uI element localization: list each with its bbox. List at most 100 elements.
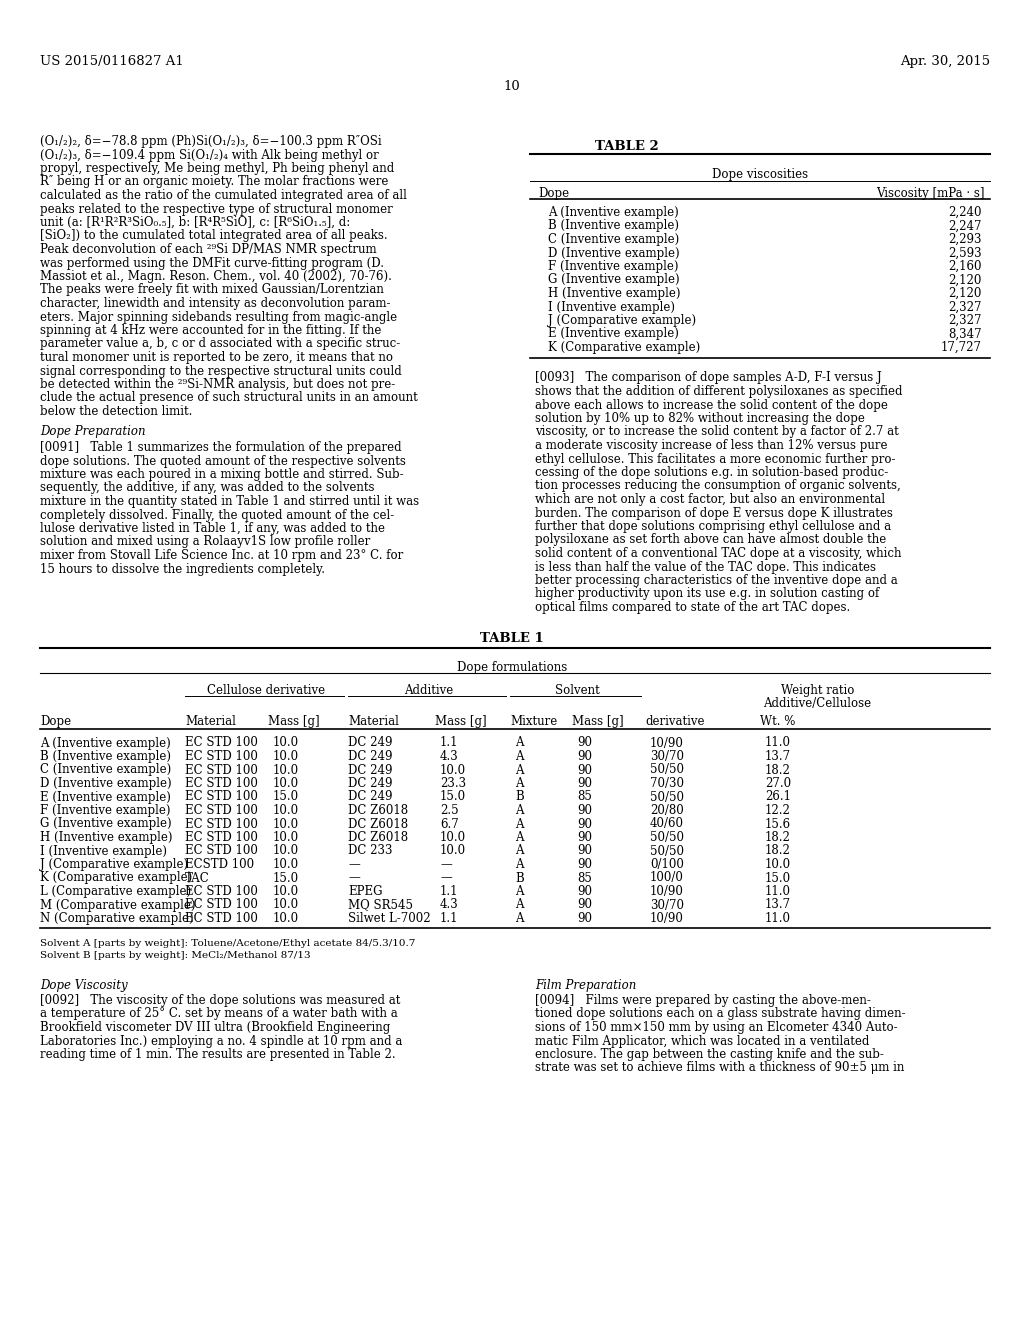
- Text: Material: Material: [348, 715, 399, 729]
- Text: 2.5: 2.5: [440, 804, 459, 817]
- Text: below the detection limit.: below the detection limit.: [40, 405, 193, 418]
- Text: J (Comparative example): J (Comparative example): [40, 858, 188, 871]
- Text: EC STD 100: EC STD 100: [185, 737, 258, 750]
- Text: 90: 90: [577, 899, 592, 912]
- Text: a moderate viscosity increase of less than 12% versus pure: a moderate viscosity increase of less th…: [535, 440, 888, 451]
- Text: Viscosity [mPa · s]: Viscosity [mPa · s]: [877, 186, 985, 199]
- Text: 6.7: 6.7: [440, 817, 459, 830]
- Text: 10/90: 10/90: [650, 912, 684, 925]
- Text: B: B: [515, 791, 523, 804]
- Text: above each allows to increase the solid content of the dope: above each allows to increase the solid …: [535, 399, 888, 412]
- Text: E (Inventive example): E (Inventive example): [40, 791, 171, 804]
- Text: 90: 90: [577, 912, 592, 925]
- Text: Mass [g]: Mass [g]: [268, 715, 319, 729]
- Text: —: —: [348, 858, 359, 871]
- Text: character, linewidth and intensity as deconvolution param-: character, linewidth and intensity as de…: [40, 297, 390, 310]
- Text: K (Comparative example): K (Comparative example): [40, 871, 193, 884]
- Text: a temperature of 25° C. set by means of a water bath with a: a temperature of 25° C. set by means of …: [40, 1007, 397, 1020]
- Text: 11.0: 11.0: [765, 912, 791, 925]
- Text: ECSTD 100: ECSTD 100: [185, 858, 254, 871]
- Text: tural monomer unit is reported to be zero, it means that no: tural monomer unit is reported to be zer…: [40, 351, 393, 364]
- Text: A: A: [515, 804, 523, 817]
- Text: sions of 150 mm×150 mm by using an Elcometer 4340 Auto-: sions of 150 mm×150 mm by using an Elcom…: [535, 1020, 898, 1034]
- Text: A (Inventive example): A (Inventive example): [548, 206, 679, 219]
- Text: 15.0: 15.0: [440, 791, 466, 804]
- Text: Peak deconvolution of each ²⁹Si DP/MAS NMR spectrum: Peak deconvolution of each ²⁹Si DP/MAS N…: [40, 243, 377, 256]
- Text: 2,593: 2,593: [948, 247, 982, 260]
- Text: 70/30: 70/30: [650, 777, 684, 789]
- Text: solution by 10% up to 82% without increasing the dope: solution by 10% up to 82% without increa…: [535, 412, 865, 425]
- Text: 10.0: 10.0: [273, 858, 299, 871]
- Text: optical films compared to state of the art TAC dopes.: optical films compared to state of the a…: [535, 601, 850, 614]
- Text: dope solutions. The quoted amount of the respective solvents: dope solutions. The quoted amount of the…: [40, 454, 406, 467]
- Text: D (Inventive example): D (Inventive example): [548, 247, 680, 260]
- Text: EC STD 100: EC STD 100: [185, 791, 258, 804]
- Text: 100/0: 100/0: [650, 871, 684, 884]
- Text: H (Inventive example): H (Inventive example): [548, 286, 681, 300]
- Text: 15.0: 15.0: [273, 871, 299, 884]
- Text: strate was set to achieve films with a thickness of 90±5 μm in: strate was set to achieve films with a t…: [535, 1061, 904, 1074]
- Text: parameter value a, b, c or d associated with a specific struc-: parameter value a, b, c or d associated …: [40, 338, 400, 351]
- Text: 2,327: 2,327: [948, 301, 982, 314]
- Text: 10.0: 10.0: [273, 832, 299, 843]
- Text: [SiO₂]) to the cumulated total integrated area of all peaks.: [SiO₂]) to the cumulated total integrate…: [40, 230, 388, 243]
- Text: be detected within the ²⁹Si-NMR analysis, but does not pre-: be detected within the ²⁹Si-NMR analysis…: [40, 378, 395, 391]
- Text: TABLE 1: TABLE 1: [480, 632, 544, 645]
- Text: unit (a: [R¹R²R³SiO₀.₅], b: [R⁴R⁵SiO], c: [R⁶SiO₁.₅], d:: unit (a: [R¹R²R³SiO₀.₅], b: [R⁴R⁵SiO], c…: [40, 216, 350, 228]
- Text: Dope Preparation: Dope Preparation: [40, 425, 145, 437]
- Text: DC 249: DC 249: [348, 737, 392, 750]
- Text: 10.0: 10.0: [440, 845, 466, 858]
- Text: 10.0: 10.0: [273, 750, 299, 763]
- Text: EC STD 100: EC STD 100: [185, 750, 258, 763]
- Text: [0091]   Table 1 summarizes the formulation of the prepared: [0091] Table 1 summarizes the formulatio…: [40, 441, 401, 454]
- Text: peaks related to the respective type of structural monomer: peaks related to the respective type of …: [40, 202, 393, 215]
- Text: solid content of a conventional TAC dope at a viscosity, which: solid content of a conventional TAC dope…: [535, 546, 901, 560]
- Text: Dope formulations: Dope formulations: [457, 660, 567, 673]
- Text: M (Comparative example): M (Comparative example): [40, 899, 196, 912]
- Text: DC 249: DC 249: [348, 750, 392, 763]
- Text: EC STD 100: EC STD 100: [185, 912, 258, 925]
- Text: A: A: [515, 750, 523, 763]
- Text: 90: 90: [577, 845, 592, 858]
- Text: propyl, respectively, Me being methyl, Ph being phenyl and: propyl, respectively, Me being methyl, P…: [40, 162, 394, 176]
- Text: Solvent B [parts by weight]: MeCl₂/Methanol 87/13: Solvent B [parts by weight]: MeCl₂/Metha…: [40, 950, 310, 960]
- Text: Dope: Dope: [40, 715, 71, 729]
- Text: 40/60: 40/60: [650, 817, 684, 830]
- Text: EC STD 100: EC STD 100: [185, 884, 258, 898]
- Text: G (Inventive example): G (Inventive example): [548, 273, 680, 286]
- Text: 18.2: 18.2: [765, 845, 791, 858]
- Text: F (Inventive example): F (Inventive example): [548, 260, 679, 273]
- Text: EC STD 100: EC STD 100: [185, 832, 258, 843]
- Text: 15.0: 15.0: [273, 791, 299, 804]
- Text: EC STD 100: EC STD 100: [185, 845, 258, 858]
- Text: cessing of the dope solutions e.g. in solution-based produc-: cessing of the dope solutions e.g. in so…: [535, 466, 888, 479]
- Text: B: B: [515, 871, 523, 884]
- Text: 17,727: 17,727: [941, 341, 982, 354]
- Text: 10.0: 10.0: [273, 817, 299, 830]
- Text: A: A: [515, 763, 523, 776]
- Text: which are not only a cost factor, but also an environmental: which are not only a cost factor, but al…: [535, 492, 885, 506]
- Text: Silwet L-7002: Silwet L-7002: [348, 912, 431, 925]
- Text: 10.0: 10.0: [273, 763, 299, 776]
- Text: 85: 85: [577, 791, 592, 804]
- Text: 20/80: 20/80: [650, 804, 684, 817]
- Text: sequently, the additive, if any, was added to the solvents: sequently, the additive, if any, was add…: [40, 482, 375, 495]
- Text: 18.2: 18.2: [765, 832, 791, 843]
- Text: Mass [g]: Mass [g]: [572, 715, 624, 729]
- Text: solution and mixed using a Rolaaуv1S low profile roller: solution and mixed using a Rolaaуv1S low…: [40, 536, 371, 549]
- Text: EC STD 100: EC STD 100: [185, 777, 258, 789]
- Text: 90: 90: [577, 737, 592, 750]
- Text: 18.2: 18.2: [765, 763, 791, 776]
- Text: 11.0: 11.0: [765, 737, 791, 750]
- Text: A: A: [515, 899, 523, 912]
- Text: —: —: [440, 858, 452, 871]
- Text: 26.1: 26.1: [765, 791, 791, 804]
- Text: completely dissolved. Finally, the quoted amount of the cel-: completely dissolved. Finally, the quote…: [40, 508, 394, 521]
- Text: A: A: [515, 737, 523, 750]
- Text: higher productivity upon its use e.g. in solution casting of: higher productivity upon its use e.g. in…: [535, 587, 880, 601]
- Text: 2,293: 2,293: [948, 234, 982, 246]
- Text: I (Inventive example): I (Inventive example): [548, 301, 675, 314]
- Text: enclosure. The gap between the casting knife and the sub-: enclosure. The gap between the casting k…: [535, 1048, 884, 1061]
- Text: 11.0: 11.0: [765, 884, 791, 898]
- Text: 90: 90: [577, 763, 592, 776]
